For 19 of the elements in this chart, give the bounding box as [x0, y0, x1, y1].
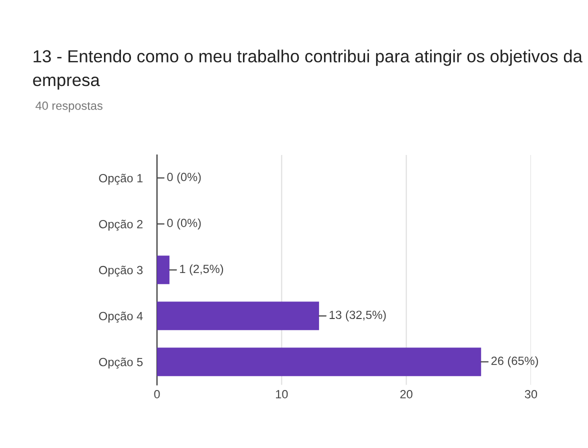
x-tick-label: 10	[276, 390, 288, 398]
data-label: 13 (32,5%)	[330, 310, 386, 322]
data-label: 0 (0%)	[167, 218, 201, 230]
y-tick-label: Opção 2	[99, 220, 143, 231]
y-tick-label: Opção 3	[99, 266, 143, 277]
x-tick-label: 30	[524, 390, 538, 398]
y-tick-label: Opção 5	[99, 358, 143, 369]
data-label: 0 (0%)	[167, 172, 201, 184]
bar	[156, 302, 320, 330]
x-tick-label: 0	[154, 390, 160, 398]
chart-subtitle: 40 respostas	[36, 102, 102, 112]
y-tick-label: Opção 4	[99, 312, 143, 323]
chart-title: 13 - Entendo como o meu trabalho contribui para atingir os objetivos da empresa	[33, 50, 582, 90]
data-label: 26 (65%)	[491, 356, 538, 368]
y-tick-label: Opção 1	[99, 174, 143, 185]
data-label: 1 (2,5%)	[180, 264, 224, 276]
bar	[156, 256, 170, 284]
x-tick-label: 20	[400, 390, 412, 398]
bar	[156, 348, 482, 376]
